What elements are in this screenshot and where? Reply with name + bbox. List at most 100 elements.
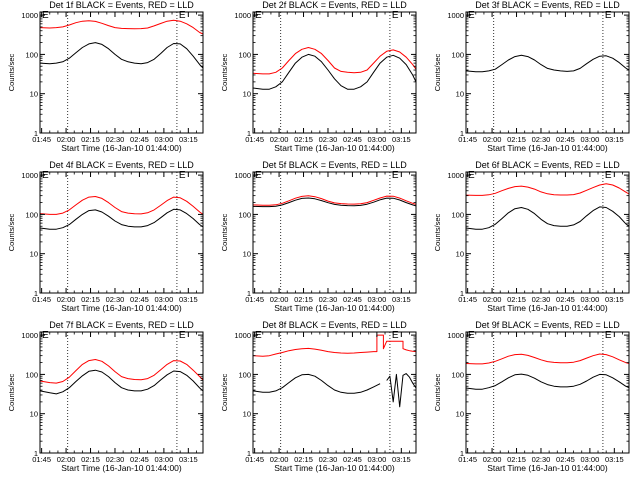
y-axis-label: Counts/sec — [433, 213, 442, 251]
event-marker-label: E — [42, 330, 49, 341]
y-tick-label: 100 — [238, 370, 251, 379]
y-tick-label: 1 — [34, 449, 38, 458]
y-tick-label: 10 — [243, 410, 251, 419]
y-tick-label: 10 — [243, 90, 251, 99]
detector-plot: Det 3f BLACK = Events, RED = LLD 1 10 100 10… — [433, 0, 630, 153]
series-line — [39, 42, 204, 69]
x-tick-label: 03:00 — [154, 135, 173, 144]
x-tick-label: 02:00 — [57, 135, 76, 144]
x-tick-label: 02:30 — [106, 295, 125, 304]
x-tick-label: 03:00 — [580, 295, 599, 304]
x-tick-label: 03:00 — [367, 455, 386, 464]
x-tick-label: 01:45 — [458, 135, 477, 144]
x-axis-label: Start Time (16-Jan-10 01:44:00) — [274, 303, 395, 313]
y-tick-label: 1000 — [447, 171, 464, 180]
x-tick-label: 02:45 — [556, 455, 575, 464]
series-line — [252, 47, 417, 75]
y-tick-label: 100 — [25, 50, 38, 59]
x-tick-label: 02:45 — [556, 295, 575, 304]
x-tick-label: 03:00 — [367, 135, 386, 144]
y-tick-label: 1000 — [234, 331, 251, 340]
x-tick-label: 02:15 — [507, 455, 526, 464]
x-tick-label: 03:00 — [154, 295, 173, 304]
plot-frame — [465, 11, 630, 134]
x-tick-label: 01:45 — [32, 135, 51, 144]
x-tick-label: 02:45 — [556, 135, 575, 144]
event-marker-label: E — [605, 10, 612, 21]
series-line — [465, 353, 630, 365]
x-tick-label: 02:30 — [319, 135, 338, 144]
x-tick-label: 02:45 — [130, 295, 149, 304]
x-tick-label: 02:15 — [507, 135, 526, 144]
x-tick-label: 03:15 — [605, 135, 624, 144]
x-tick-label: 02:45 — [130, 455, 149, 464]
panel-title: Det 1f BLACK = Events, RED = LLD — [49, 0, 194, 10]
plot-frame — [39, 331, 204, 454]
event-marker-label: E — [179, 10, 186, 21]
x-tick-label: 02:15 — [507, 295, 526, 304]
x-tick-label: 03:15 — [605, 295, 624, 304]
y-axis-label: Counts/sec — [220, 213, 229, 251]
x-tick-label: 02:30 — [319, 455, 338, 464]
x-axis-label: Start Time (16-Jan-10 01:44:00) — [487, 143, 608, 153]
detector-plot: Det 9f BLACK = Events, RED = LLD 1 10 100 10… — [433, 320, 630, 473]
detector-panel: Det 8f BLACK = Events, RED = LLD 1 10 100 10… — [213, 320, 426, 480]
panel-title: Det 4f BLACK = Events, RED = LLD — [49, 160, 194, 170]
detector-plot: Det 7f BLACK = Events, RED = LLD 1 10 100 10… — [7, 320, 204, 473]
panel-title: Det 9f BLACK = Events, RED = LLD — [475, 320, 620, 330]
y-tick-label: 100 — [238, 50, 251, 59]
x-tick-label: 03:15 — [179, 455, 198, 464]
series-line — [39, 196, 204, 215]
y-tick-label: 10 — [456, 250, 464, 259]
y-tick-label: 1 — [460, 449, 464, 458]
event-marker-label: E — [605, 170, 612, 181]
plot-frame — [465, 171, 630, 294]
series-line — [252, 53, 417, 90]
event-marker-label: E — [392, 330, 399, 341]
x-tick-label: 02:00 — [483, 135, 502, 144]
panel-title: Det 2f BLACK = Events, RED = LLD — [262, 0, 407, 10]
y-tick-label: 10 — [456, 90, 464, 99]
x-tick-label: 02:30 — [532, 135, 551, 144]
detector-plot: Det 4f BLACK = Events, RED = LLD 1 10 100 10… — [7, 160, 204, 313]
series-line — [465, 54, 630, 73]
y-tick-label: 1000 — [447, 331, 464, 340]
y-tick-label: 1 — [247, 129, 251, 138]
plot-frame — [252, 331, 417, 454]
plot-frame — [465, 331, 630, 454]
x-tick-label: 02:15 — [294, 295, 313, 304]
x-tick-label: 02:00 — [57, 295, 76, 304]
series-line — [465, 183, 630, 196]
y-tick-label: 1000 — [447, 11, 464, 20]
plot-frame — [39, 11, 204, 134]
y-tick-label: 1000 — [234, 171, 251, 180]
detector-panel: Det 6f BLACK = Events, RED = LLD 1 10 100 10… — [426, 160, 639, 320]
detector-panel: Det 4f BLACK = Events, RED = LLD 1 10 100 10… — [0, 160, 213, 320]
detector-panel: Det 7f BLACK = Events, RED = LLD 1 10 100 10… — [0, 320, 213, 480]
series-line — [39, 208, 204, 230]
event-marker-label: E — [255, 10, 262, 21]
x-tick-label: 03:15 — [179, 295, 198, 304]
x-axis-label: Start Time (16-Jan-10 01:44:00) — [487, 303, 608, 313]
x-axis-label: Start Time (16-Jan-10 01:44:00) — [274, 463, 395, 473]
y-tick-label: 1 — [460, 289, 464, 298]
detector-plot: Det 5f BLACK = Events, RED = LLD 1 10 100 10… — [220, 160, 417, 313]
event-marker-label: E — [179, 330, 186, 341]
series-line — [39, 359, 204, 384]
y-tick-label: 10 — [30, 90, 38, 99]
y-tick-label: 1 — [460, 129, 464, 138]
x-tick-label: 02:45 — [343, 295, 362, 304]
x-tick-label: 01:45 — [458, 455, 477, 464]
x-tick-label: 03:00 — [580, 135, 599, 144]
x-axis-label: Start Time (16-Jan-10 01:44:00) — [487, 463, 608, 473]
x-tick-label: 01:45 — [458, 295, 477, 304]
x-tick-label: 03:00 — [580, 455, 599, 464]
x-tick-label: 02:00 — [483, 295, 502, 304]
y-axis-label: Counts/sec — [7, 53, 16, 91]
x-tick-label: 01:45 — [245, 135, 264, 144]
detector-plot: Det 2f BLACK = Events, RED = LLD 1 10 100 10… — [220, 0, 417, 153]
series-line — [39, 369, 204, 395]
x-tick-label: 03:15 — [605, 455, 624, 464]
series-line — [252, 334, 417, 357]
